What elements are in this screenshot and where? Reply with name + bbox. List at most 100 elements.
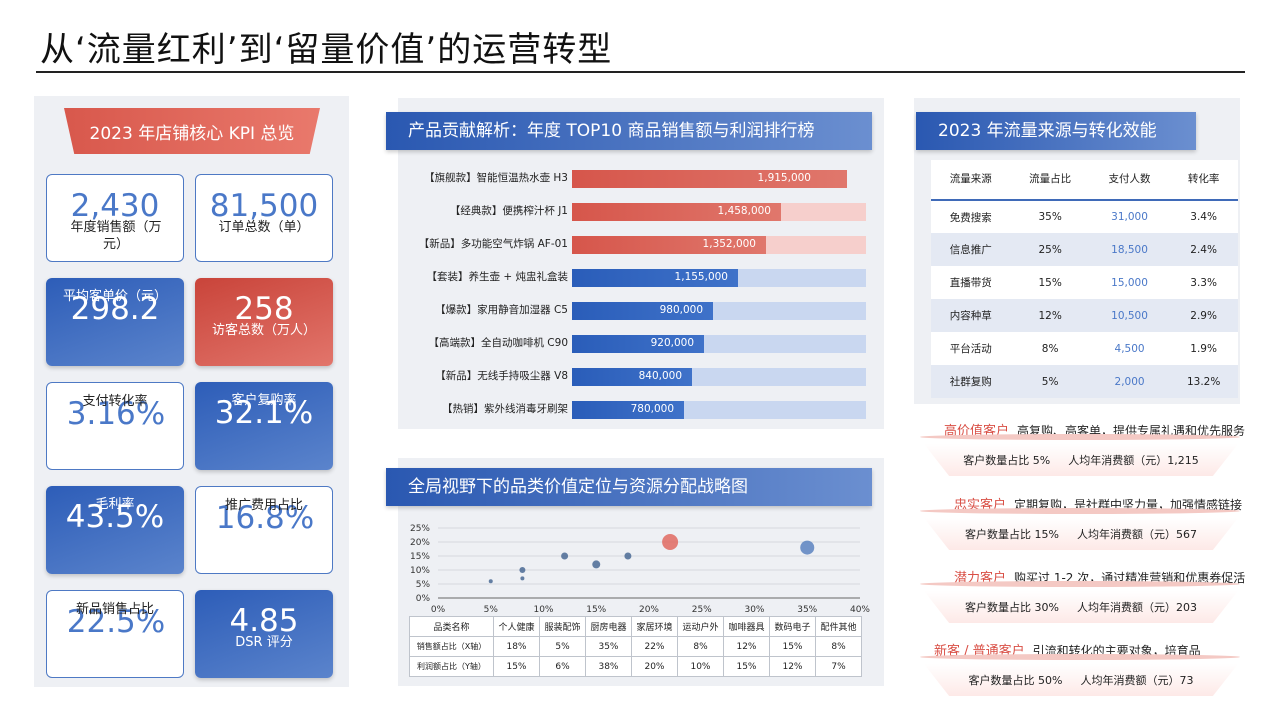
- table-cell: 12%: [1010, 299, 1090, 332]
- y-tick-label: 20%: [410, 538, 430, 548]
- kpi-label: 订单总数（单）: [218, 220, 310, 235]
- bar-track: 980,000: [572, 302, 866, 320]
- table-cell: 信息推广: [931, 233, 1011, 266]
- bar-value-label: 1,155,000: [674, 271, 728, 283]
- scatter-point: [662, 534, 679, 550]
- bar-label: 【新品】无线手持吸尘器 V8: [435, 370, 568, 382]
- table-cell: 18%: [493, 636, 540, 657]
- bar: [572, 335, 704, 353]
- kpi-header: 2023 年店铺核心 KPI 总览: [64, 108, 320, 154]
- table-header-cell: 咖啡器具: [723, 616, 770, 637]
- segment-stats: 客户数量占比 50% 人均年消费额（元）73: [924, 664, 1238, 696]
- y-tick-label: 5%: [416, 580, 431, 590]
- segment-decoration: [920, 508, 1240, 514]
- table-row: 社群复购 5% 2,000 13.2%: [931, 365, 1238, 398]
- kpi-card: 81,500 订单总数（单）: [195, 174, 333, 262]
- scatter-point: [520, 576, 525, 581]
- kpi-value: 4.85: [229, 603, 299, 639]
- column-header: 流量占比: [1010, 160, 1090, 201]
- bar-value-label: 980,000: [659, 304, 703, 316]
- kpi-card: 32.1% 客户复购率: [195, 382, 333, 470]
- bar-row: 【经典款】便携榨汁杯 J1 1,458,000: [398, 201, 884, 221]
- table-cell: 31,000: [1089, 200, 1170, 233]
- row-label: 利润额占比（Y轴）: [409, 656, 494, 677]
- segment-spend: 人均年消费额（元）1,215: [1068, 454, 1199, 467]
- x-tick-label: 30%: [744, 605, 764, 615]
- table-cell: 2.9%: [1169, 299, 1238, 332]
- x-tick-label: 20%: [639, 605, 659, 615]
- bar-label: 【套装】养生壶 + 炖盅礼盒装: [426, 271, 568, 283]
- kpi-label: DSR 评分: [235, 635, 293, 650]
- bar-label: 【高端款】全自动咖啡机 C90: [428, 337, 568, 349]
- kpi-value: 32.1%: [214, 395, 314, 431]
- table-header-cell: 服装配饰: [539, 616, 586, 637]
- kpi-label: 客户复购率: [231, 393, 297, 408]
- table-cell: 13.2%: [1169, 365, 1238, 398]
- traffic-header: 2023 年流量来源与转化效能: [916, 112, 1196, 150]
- x-tick-label: 35%: [797, 605, 817, 615]
- scatter-chart: 0% 5% 10% 15% 20% 25% 0% 5% 10% 15% 20% 25% 30% 35% 40…: [410, 524, 870, 615]
- kpi-label: 访客总数（万人）: [212, 323, 317, 338]
- table-row: 直播带货 15% 15,000 3.3%: [931, 266, 1238, 299]
- table-cell: 15,000: [1089, 266, 1170, 299]
- page-title: 从‘流量红利’到‘留量价值’的运营转型: [40, 30, 613, 70]
- table-cell: 22%: [631, 636, 678, 657]
- bar-row: 【旗舰款】智能恒温热水壶 H3 1,915,000: [398, 168, 884, 188]
- bar-value-label: 1,352,000: [702, 238, 756, 250]
- segment-share: 客户数量占比 5%: [963, 454, 1051, 467]
- kpi-panel: 2023 年店铺核心 KPI 总览 2,430 年度销售额（万元） 81,500 订单…: [34, 96, 349, 687]
- table-cell: 3.3%: [1169, 266, 1238, 299]
- table-cell: 20%: [631, 656, 678, 677]
- table-cell: 35%: [1010, 200, 1090, 233]
- table-cell: 10%: [677, 656, 724, 677]
- table-header-cell: 品类名称: [409, 616, 494, 637]
- table-cell: 社群复购: [931, 365, 1011, 398]
- column-header: 转化率: [1169, 160, 1238, 201]
- title-divider: [36, 71, 1245, 73]
- x-tick-label: 10%: [533, 605, 553, 615]
- table-cell: 15%: [493, 656, 540, 677]
- segment-stats: 客户数量占比 5% 人均年消费额（元）1,215: [924, 444, 1238, 476]
- bar-track: 920,000: [572, 335, 866, 353]
- table-cell: 35%: [585, 636, 632, 657]
- kpi-label: 支付转化率: [82, 394, 148, 409]
- segment-spend: 人均年消费额（元）567: [1076, 528, 1197, 541]
- table-cell: 7%: [815, 656, 862, 677]
- bar-track: 840,000: [572, 368, 866, 386]
- table-cell: 15%: [769, 636, 816, 657]
- bar: [572, 170, 847, 188]
- kpi-card: 43.5% 毛利率: [46, 486, 184, 574]
- bar-value-label: 1,458,000: [717, 205, 771, 217]
- kpi-value: 43.5%: [65, 499, 165, 535]
- table-cell: 15%: [723, 656, 770, 677]
- table-cell: 1.9%: [1169, 332, 1238, 365]
- table-header-cell: 家居环境: [631, 616, 678, 637]
- table-cell: 8%: [1010, 332, 1090, 365]
- bar-track: 1,155,000: [572, 269, 866, 287]
- kpi-card: 16.8% 推广费用占比: [195, 486, 333, 574]
- bar-track: 1,915,000: [572, 170, 847, 188]
- bar: [572, 401, 684, 419]
- bar-label: 【新品】多功能空气炸锅 AF-01: [418, 238, 568, 250]
- kpi-value: 22.5%: [66, 604, 166, 640]
- scatter-point: [624, 552, 632, 560]
- bar-row: 【热销】紫外线消毒牙刷架 780,000: [398, 399, 884, 419]
- table-row: 平台活动 8% 4,500 1.9%: [931, 332, 1238, 365]
- table-row: 内容种草 12% 10,500 2.9%: [931, 299, 1238, 332]
- kpi-value: 2,430: [70, 188, 160, 224]
- kpi-label: 新品销售占比: [75, 602, 154, 617]
- scatter-point: [800, 540, 815, 555]
- segment-decoration: [920, 434, 1240, 440]
- table-cell: 免费搜索: [931, 200, 1011, 233]
- bar-row: 【高端款】全自动咖啡机 C90 920,000: [398, 333, 884, 353]
- bar-label: 【经典款】便携榨汁杯 J1: [449, 205, 568, 217]
- x-tick-label: 0%: [431, 605, 446, 615]
- scatter-header: 全局视野下的品类价值定位与资源分配战略图: [386, 468, 872, 506]
- table-cell: 25%: [1010, 233, 1090, 266]
- kpi-card: 22.5% 新品销售占比: [46, 590, 184, 678]
- table-cell: 8%: [677, 636, 724, 657]
- kpi-card: 4.85 DSR 评分: [195, 590, 333, 678]
- kpi-label: 毛利率: [95, 497, 135, 512]
- bar-row: 【爆款】家用静音加湿器 C5 980,000: [398, 300, 884, 320]
- bar-value-label: 920,000: [650, 337, 694, 349]
